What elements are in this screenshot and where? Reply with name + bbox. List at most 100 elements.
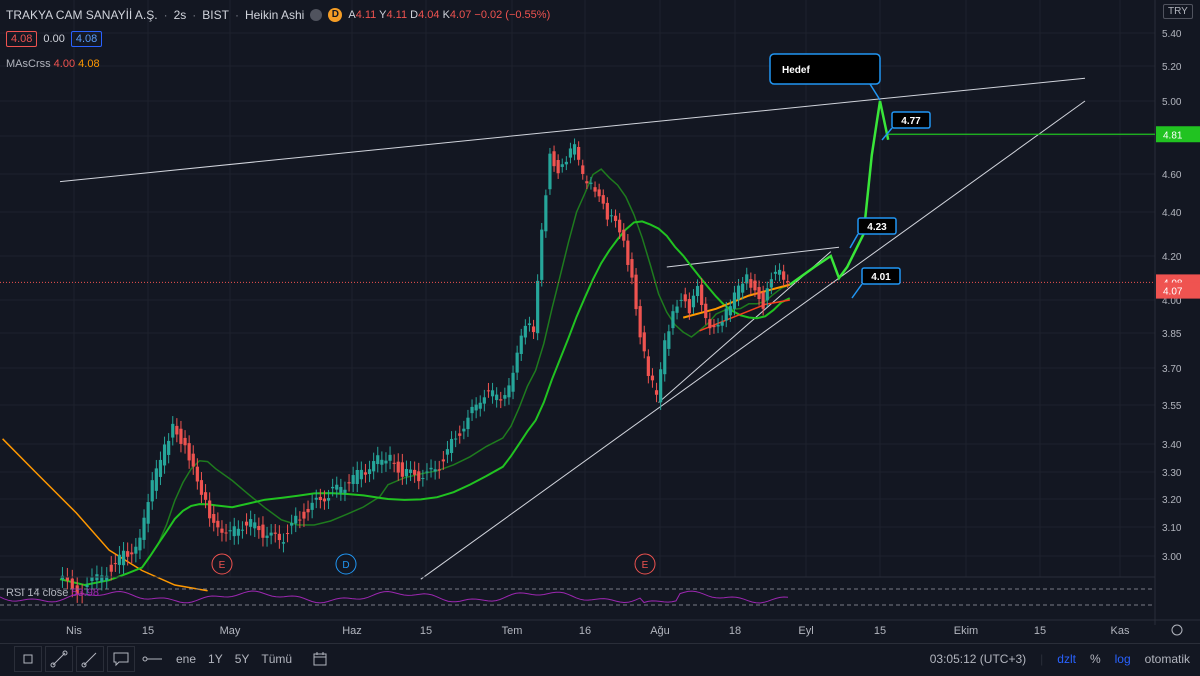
- symbol-name[interactable]: TRAKYA CAM SANAYİİ A.Ş.: [6, 8, 158, 22]
- event-marker-label: E: [219, 560, 226, 571]
- candle-body: [708, 319, 712, 329]
- candle-body: [244, 521, 249, 526]
- candle-body: [499, 399, 503, 401]
- x-tick-label: Haz: [342, 625, 362, 637]
- rsi-value: 53.98: [71, 587, 99, 599]
- candle-body: [306, 508, 310, 513]
- candle-body: [392, 462, 396, 464]
- candle-body: [294, 515, 298, 524]
- candle-body: [126, 551, 130, 557]
- rsi-name: RSI 14 close: [6, 587, 69, 599]
- projection-path: [789, 100, 890, 286]
- candle-body: [253, 522, 257, 529]
- candle-body: [548, 153, 552, 190]
- candle-body: [474, 404, 478, 411]
- auto-toggle[interactable]: otomatik: [1144, 652, 1190, 666]
- event-marker-label: D: [342, 560, 349, 571]
- sell-button[interactable]: 4.08: [6, 31, 38, 47]
- square-dot-icon[interactable]: [14, 646, 42, 672]
- goto-date-icon[interactable]: [312, 644, 328, 674]
- rsi-legend[interactable]: RSI 14 close 53.98: [6, 587, 99, 599]
- chart-header: TRAKYA CAM SANAYİİ A.Ş. · 2s · BIST · He…: [6, 8, 551, 22]
- percent-toggle[interactable]: %: [1089, 652, 1101, 666]
- x-tick-label: 16: [579, 625, 591, 637]
- range-1y[interactable]: 1Y: [208, 652, 223, 666]
- y-tick-label: 3.85: [1162, 329, 1182, 340]
- candle-body: [638, 306, 642, 338]
- clock-label[interactable]: 03:05:12 (UTC+3): [929, 652, 1027, 666]
- candle-body: [466, 417, 470, 430]
- candle-body: [90, 577, 94, 582]
- buy-button[interactable]: 4.08: [70, 31, 103, 47]
- ma-slow-line: [2, 438, 208, 592]
- interval-label[interactable]: 2s: [173, 8, 187, 22]
- adjust-toggle[interactable]: dzlt: [1057, 652, 1076, 666]
- candle-body: [228, 530, 232, 532]
- candle-body: [568, 148, 573, 158]
- y-tick-label: 4.60: [1162, 170, 1182, 181]
- candle-body: [433, 469, 437, 472]
- candle-body: [626, 240, 630, 265]
- price-label-text: 4.77: [901, 116, 921, 127]
- x-tick-label: 15: [874, 625, 886, 637]
- y-tick-label: 3.70: [1162, 364, 1182, 375]
- candle-body: [100, 575, 104, 582]
- range-ytd[interactable]: ene: [176, 652, 197, 666]
- candle-body: [687, 299, 691, 314]
- candle-body: [302, 511, 306, 519]
- candle-body: [630, 259, 634, 278]
- candle-body: [609, 215, 614, 217]
- candle-body: [654, 390, 659, 395]
- spread-value: 0.00: [43, 33, 65, 45]
- hedef-callout-pointer: [869, 83, 881, 101]
- candle-body: [622, 229, 626, 241]
- candle-body: [85, 585, 89, 587]
- candle-body: [281, 542, 286, 544]
- currency-label[interactable]: TRY: [1163, 4, 1193, 19]
- candle-body: [175, 425, 179, 435]
- candle-body: [380, 459, 384, 465]
- range-5y[interactable]: 5Y: [234, 652, 250, 666]
- candle-body: [769, 279, 773, 288]
- event-marker: [211, 553, 233, 575]
- candle-body: [495, 394, 499, 401]
- candle-body: [745, 274, 749, 284]
- candle-body: [556, 160, 560, 174]
- candle-body: [75, 585, 79, 595]
- candle-body: [720, 321, 724, 326]
- candle-body: [413, 469, 417, 475]
- price-label-arrow: [851, 283, 863, 299]
- candle-body: [445, 449, 450, 455]
- y-tick-label: 4.40: [1162, 208, 1182, 219]
- candle-body: [425, 471, 429, 473]
- chart-style-label[interactable]: Heikin Ashi: [244, 8, 305, 22]
- candle-body: [154, 468, 158, 491]
- candle-body: [285, 533, 290, 535]
- trendline-tool-icon[interactable]: [45, 646, 73, 672]
- range-buttons: ene 1Y 5Y Tümü: [170, 644, 298, 674]
- price-axis-tag-text: 4.81: [1163, 130, 1183, 141]
- price-label-box: [891, 111, 931, 129]
- candle-body: [384, 460, 388, 464]
- candle-body: [753, 280, 757, 291]
- candle-body: [224, 532, 228, 534]
- candle-body: [277, 533, 281, 541]
- candle-body: [646, 356, 650, 376]
- candle-body: [577, 146, 581, 160]
- callout-tool-icon[interactable]: [107, 646, 135, 672]
- candle-body: [560, 164, 564, 167]
- candle-body: [667, 331, 671, 349]
- horizontal-ray-icon[interactable]: [138, 646, 166, 672]
- candle-body: [437, 469, 441, 471]
- candle-body: [400, 462, 404, 477]
- candle-body: [359, 469, 363, 480]
- candle-body: [339, 486, 343, 493]
- range-all[interactable]: Tümü: [261, 652, 293, 666]
- ray-tool-icon[interactable]: [76, 646, 104, 672]
- ma-legend[interactable]: MAsCrss 4.00 4.08: [6, 58, 100, 70]
- candle-body: [503, 395, 507, 399]
- log-toggle[interactable]: log: [1114, 652, 1131, 666]
- candle-body: [679, 299, 683, 301]
- candle-body: [232, 526, 236, 537]
